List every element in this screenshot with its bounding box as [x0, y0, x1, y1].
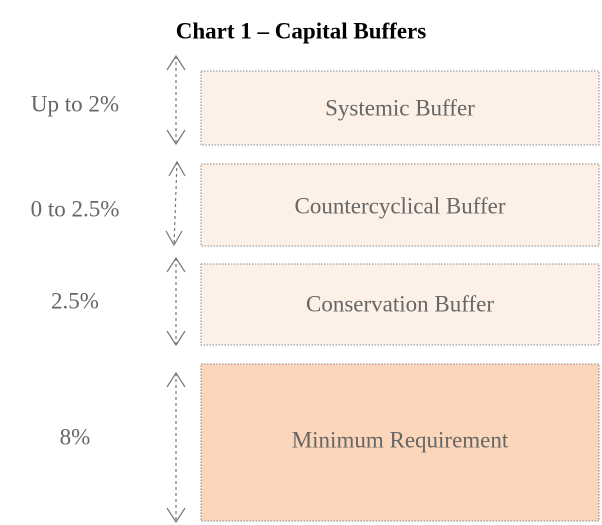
layer-box — [200, 363, 600, 522]
layer-label: Minimum Requirement — [292, 427, 509, 452]
layer-range: 2.5% — [51, 288, 99, 313]
layer-range: Up to 2% — [31, 91, 119, 116]
layer-box — [200, 70, 600, 146]
layer-label: Systemic Buffer — [325, 95, 475, 120]
layer-box — [200, 263, 600, 346]
layer-range: 8% — [60, 424, 91, 449]
title: Chart 1 – Capital Buffers — [176, 18, 426, 43]
layer-range: 0 to 2.5% — [31, 196, 120, 221]
layer-box — [200, 163, 600, 247]
layer-label: Countercyclical Buffer — [295, 193, 506, 218]
range-arrow — [166, 371, 186, 524]
range-arrow — [166, 256, 186, 347]
layer-label: Conservation Buffer — [306, 291, 494, 316]
range-arrow — [166, 54, 186, 146]
range-arrow — [165, 160, 186, 247]
